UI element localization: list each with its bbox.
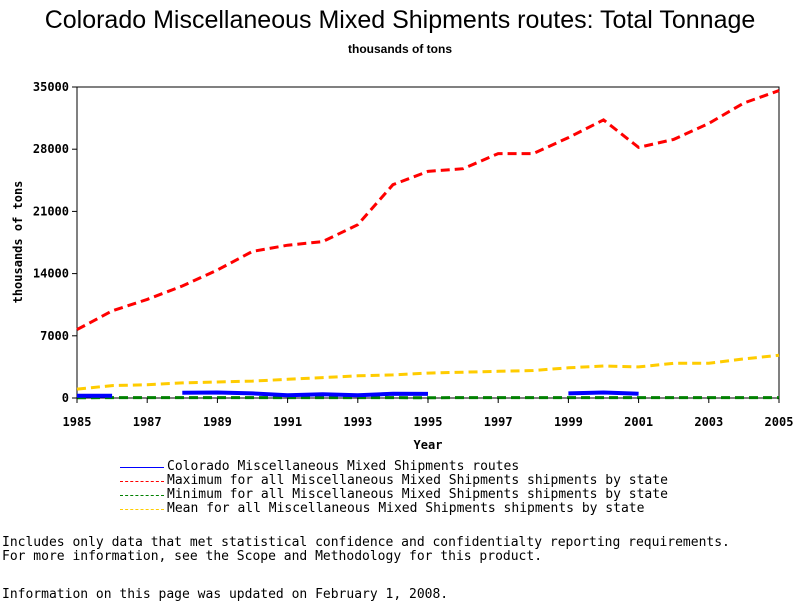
legend-label: Maximum for all Miscellaneous Mixed Ship… bbox=[167, 474, 668, 488]
x-tick-label: 1991 bbox=[273, 415, 302, 429]
x-axis: 1985 1987 1989 1991 1993 1995 1997 1999 2001 2003… bbox=[63, 398, 794, 429]
footnote-confidence: Includes only data that met statistical … bbox=[2, 535, 730, 550]
y-tick-label: 14000 bbox=[33, 267, 69, 281]
x-tick-label: 1999 bbox=[554, 415, 583, 429]
plot-frame bbox=[77, 87, 779, 398]
legend-entry: Colorado Miscellaneous Mixed Shipments r… bbox=[120, 460, 668, 474]
series-line-0 bbox=[568, 393, 638, 394]
x-tick-label: 1989 bbox=[203, 415, 232, 429]
x-axis-label: Year bbox=[414, 438, 443, 452]
legend-entry: Minimum for all Miscellaneous Mixed Ship… bbox=[120, 488, 668, 502]
y-axis-label: thousands of tons bbox=[11, 181, 25, 304]
legend-swatch bbox=[120, 481, 164, 482]
x-tick-label: 1985 bbox=[63, 415, 92, 429]
footnotes: Includes only data that met statistical … bbox=[2, 536, 730, 564]
x-tick-label: 2001 bbox=[624, 415, 653, 429]
legend-label: Minimum for all Miscellaneous Mixed Ship… bbox=[167, 488, 668, 502]
legend-swatch bbox=[120, 495, 164, 496]
y-tick-label: 0 bbox=[62, 391, 69, 405]
y-axis: 0 7000 14000 21000 28000 35000 bbox=[33, 80, 77, 405]
series-line-0 bbox=[182, 393, 428, 396]
x-tick-label: 2005 bbox=[765, 415, 794, 429]
x-tick-label: 1993 bbox=[343, 415, 372, 429]
footnote-methodology: For more information, see the Scope and … bbox=[2, 549, 542, 564]
legend: Colorado Miscellaneous Mixed Shipments r… bbox=[120, 460, 668, 516]
x-tick-label: 1987 bbox=[133, 415, 162, 429]
line-chart: 1985 1987 1989 1991 1993 1995 1997 1999 2001 2003… bbox=[0, 0, 800, 460]
legend-entry: Mean for all Miscellaneous Mixed Shipmen… bbox=[120, 502, 668, 516]
x-tick-label: 1997 bbox=[484, 415, 513, 429]
legend-label: Colorado Miscellaneous Mixed Shipments r… bbox=[167, 460, 519, 474]
legend-swatch bbox=[120, 509, 164, 510]
series-line-1 bbox=[77, 91, 779, 330]
series-line-3 bbox=[77, 355, 779, 389]
legend-label: Mean for all Miscellaneous Mixed Shipmen… bbox=[167, 502, 644, 516]
y-tick-label: 21000 bbox=[33, 204, 69, 218]
y-tick-label: 35000 bbox=[33, 80, 69, 94]
legend-swatch bbox=[120, 467, 164, 468]
x-tick-label: 1995 bbox=[414, 415, 443, 429]
series-layer bbox=[77, 91, 779, 398]
y-tick-label: 7000 bbox=[40, 329, 69, 343]
legend-entry: Maximum for all Miscellaneous Mixed Ship… bbox=[120, 474, 668, 488]
y-tick-label: 28000 bbox=[33, 142, 69, 156]
x-tick-label: 2003 bbox=[694, 415, 723, 429]
